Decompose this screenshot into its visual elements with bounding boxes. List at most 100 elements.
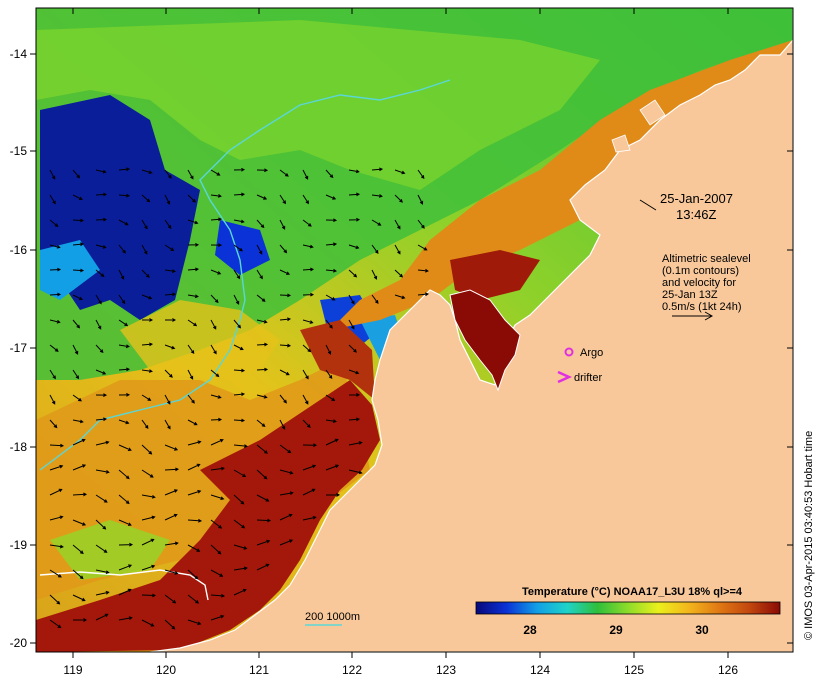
velocity-arrow-icon xyxy=(210,494,225,500)
velocity-arrow-icon xyxy=(348,441,363,446)
velocity-arrow-icon xyxy=(49,292,62,297)
velocity-arrow-icon xyxy=(118,469,130,480)
y-tick-label: -20 xyxy=(10,636,28,650)
velocity-arrow-icon xyxy=(49,488,63,496)
velocity-arrow-icon xyxy=(141,619,155,627)
velocity-arrow-icon xyxy=(279,343,292,348)
velocity-arrow-icon xyxy=(325,319,333,329)
velocity-arrow-icon xyxy=(256,168,269,173)
velocity-arrow-icon xyxy=(256,563,270,571)
velocity-arrow-icon xyxy=(95,192,108,197)
velocity-arrow-icon xyxy=(72,268,85,273)
velocity-arrow-icon xyxy=(348,269,358,278)
velocity-arrow-icon xyxy=(279,419,286,430)
credit-text: © IMOS 03-Apr-2015 03:40:53 Hobart time xyxy=(803,431,815,640)
velocity-arrow-icon xyxy=(210,294,219,304)
velocity-arrow-icon xyxy=(256,518,272,523)
velocity-arrow-icon xyxy=(302,394,309,405)
velocity-arrow-icon xyxy=(302,194,309,205)
velocity-arrow-icon xyxy=(72,519,87,526)
velocity-arrow-icon xyxy=(348,294,355,305)
velocity-arrow-icon xyxy=(302,464,317,471)
velocity-arrow-icon xyxy=(95,569,110,574)
velocity-arrow-icon xyxy=(325,194,337,200)
velocity-arrow-icon xyxy=(187,518,203,523)
velocity-arrow-icon xyxy=(95,244,107,249)
altimetry-line-5: 0.5m/s (1kt 24h) xyxy=(662,301,741,313)
velocity-arrow-icon xyxy=(348,344,357,353)
velocity-arrow-icon xyxy=(49,569,62,578)
velocity-arrow-icon xyxy=(72,169,81,179)
x-tick-label: 122 xyxy=(342,663,362,677)
velocity-arrow-icon xyxy=(394,194,403,203)
velocity-arrow-icon xyxy=(302,244,314,249)
velocity-arrow-icon xyxy=(164,419,171,430)
velocity-arrow-icon xyxy=(72,569,84,580)
drifter-marker-icon xyxy=(557,370,573,384)
velocity-arrow-icon xyxy=(72,492,88,497)
x-tick-label: 121 xyxy=(249,663,269,677)
velocity-arrow-icon xyxy=(49,219,59,228)
velocity-arrow-icon xyxy=(233,494,245,505)
velocity-arrow-icon xyxy=(210,466,225,471)
velocity-arrow-icon xyxy=(95,269,105,278)
velocity-arrow-icon xyxy=(325,294,336,301)
velocity-arrow-icon xyxy=(210,269,222,275)
velocity-arrow-icon xyxy=(95,417,108,422)
velocity-arrow-icon xyxy=(164,594,177,604)
altimetry-line-4: 25-Jan 13Z xyxy=(662,289,718,301)
velocity-arrow-icon xyxy=(256,494,270,502)
velocity-arrow-icon xyxy=(394,219,401,230)
velocity-arrow-icon xyxy=(187,619,202,626)
velocity-arrow-icon xyxy=(302,419,311,428)
velocity-arrow-icon xyxy=(325,169,334,179)
velocity-arrow-icon xyxy=(210,417,223,422)
timestamp-pointer xyxy=(639,199,657,211)
colorbar-tick-label: 28 xyxy=(523,623,537,637)
velocity-arrow-icon xyxy=(118,444,132,451)
velocity-arrow-icon xyxy=(141,219,148,230)
velocity-arrow-icon xyxy=(371,269,378,280)
velocity-arrow-icon xyxy=(233,319,242,329)
velocity-arrow-icon xyxy=(348,369,360,375)
timestamp-date: 25-Jan-2007 xyxy=(660,191,733,206)
altimetry-line-1: Altimetric sealevel xyxy=(662,253,751,265)
drifter-label: drifter xyxy=(574,372,602,384)
velocity-arrow-icon xyxy=(49,619,62,629)
depth-contour-200m xyxy=(39,79,451,471)
sealevel-contour xyxy=(39,569,209,601)
coastal-island xyxy=(639,99,666,126)
velocity-arrow-icon xyxy=(164,513,178,521)
velocity-arrow-icon xyxy=(164,489,178,496)
velocity-arrow-icon xyxy=(256,194,268,200)
velocity-arrow-icon xyxy=(279,219,286,230)
velocity-arrow-icon xyxy=(187,463,201,471)
velocity-arrow-icon xyxy=(279,317,292,322)
velocity-arrow-icon xyxy=(118,542,134,547)
velocity-arrow-icon xyxy=(417,292,430,297)
velocity-arrow-icon xyxy=(279,194,286,205)
x-tick-label: 125 xyxy=(624,663,644,677)
velocity-arrow-icon xyxy=(49,267,62,272)
velocity-arrow-icon xyxy=(394,269,404,278)
velocity-arrow-icon xyxy=(302,515,317,521)
velocity-arrow-icon xyxy=(72,394,82,402)
velocity-arrow-icon xyxy=(73,618,88,622)
y-tick-label: -14 xyxy=(10,47,28,61)
velocity-arrow-icon xyxy=(256,419,266,427)
velocity-arrow-icon xyxy=(394,169,406,175)
velocity-arrow-icon xyxy=(49,515,64,521)
cool-patch-west xyxy=(40,240,100,300)
y-tick-label: -18 xyxy=(10,440,28,454)
velocity-arrow-icon xyxy=(325,344,332,355)
argo-label: Argo xyxy=(580,347,603,359)
velocity-arrow-icon xyxy=(210,544,222,555)
velocity-arrow-icon xyxy=(95,544,108,553)
velocity-arrow-icon xyxy=(302,369,309,380)
velocity-arrow-icon xyxy=(164,619,176,630)
velocity-arrow-icon xyxy=(256,319,268,324)
y-tick-label: -19 xyxy=(10,538,28,552)
velocity-arrow-icon xyxy=(118,367,131,372)
y-tick-label: -15 xyxy=(10,144,28,158)
velocity-arrow-icon xyxy=(49,443,65,448)
